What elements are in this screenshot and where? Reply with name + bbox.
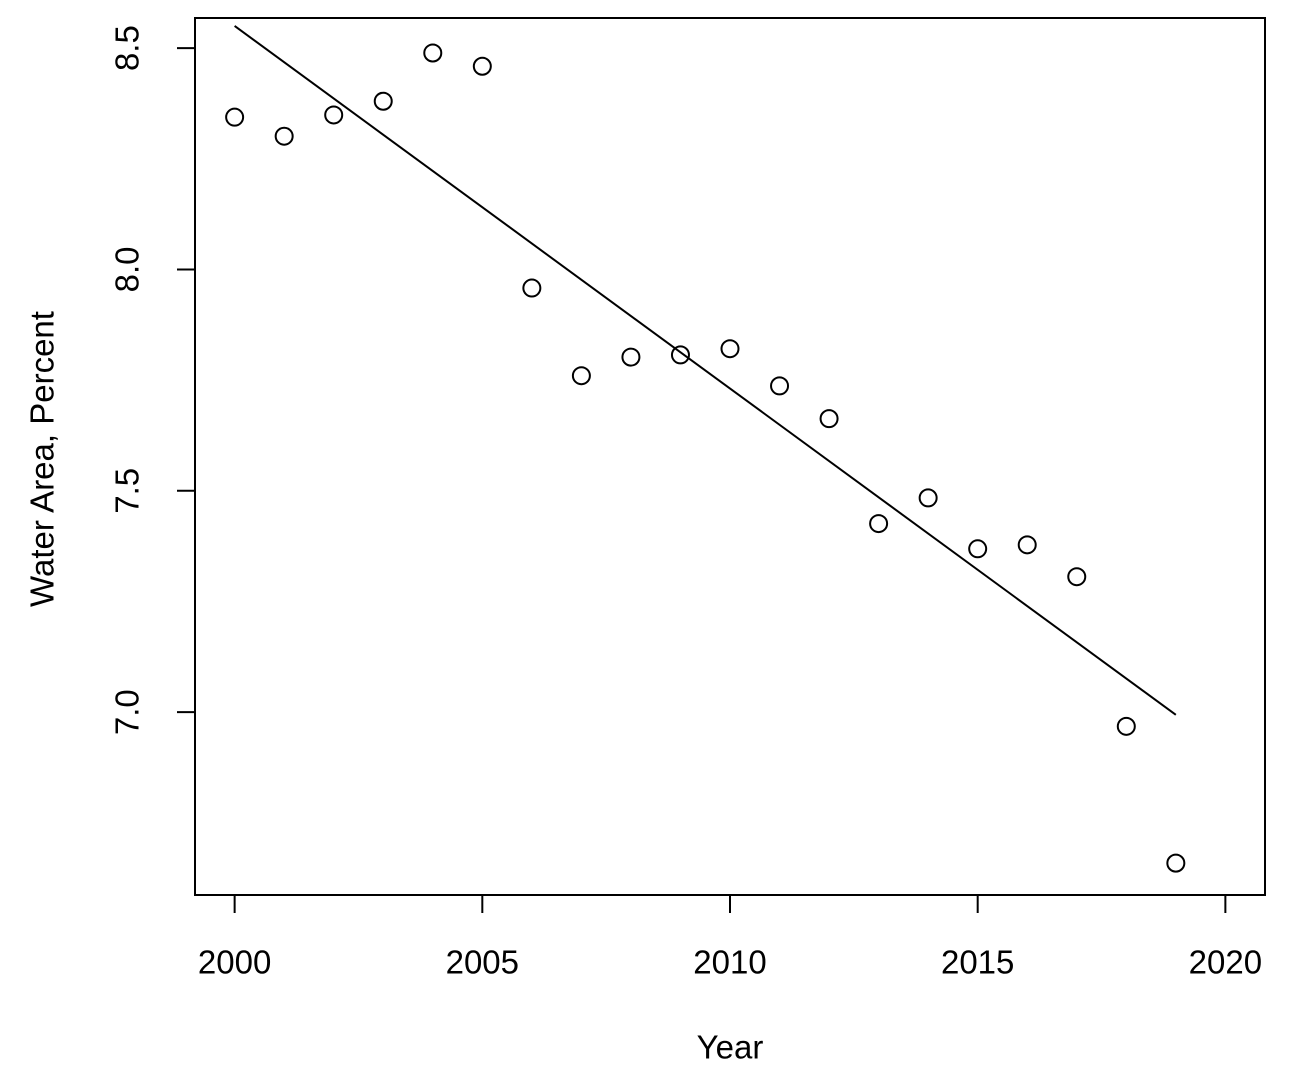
- x-axis-label: Year: [697, 1029, 764, 1066]
- x-tick-label: 2005: [446, 944, 519, 981]
- data-point: [274, 126, 294, 146]
- y-tick-label: 7.0: [109, 689, 146, 735]
- data-point: [225, 107, 245, 127]
- data-point: [968, 539, 988, 559]
- y-tick-label: 7.5: [109, 468, 146, 514]
- data-point: [869, 514, 889, 534]
- data-point: [670, 345, 690, 365]
- data-point: [819, 409, 839, 429]
- trend-line: [234, 25, 1177, 716]
- data-point: [522, 278, 542, 298]
- y-tick-label: 8.0: [109, 247, 146, 293]
- data-point: [1166, 853, 1186, 873]
- y-axis-label: Water Area, Percent: [24, 311, 61, 607]
- x-tick-label: 2020: [1189, 944, 1262, 981]
- data-point: [324, 105, 344, 125]
- x-tick-label: 2000: [198, 944, 271, 981]
- data-point: [918, 488, 938, 508]
- data-point: [373, 91, 393, 111]
- data-point: [423, 43, 443, 63]
- data-point: [1116, 716, 1136, 736]
- data-point: [770, 376, 790, 396]
- plot-box: [194, 17, 1266, 896]
- data-point: [571, 366, 591, 386]
- y-tick-label: 8.5: [109, 25, 146, 71]
- data-point: [472, 56, 492, 76]
- data-point: [720, 339, 740, 359]
- data-point: [621, 347, 641, 367]
- data-point: [1067, 567, 1087, 587]
- x-tick-label: 2010: [693, 944, 766, 981]
- data-point: [1017, 535, 1037, 555]
- x-tick-label: 2015: [941, 944, 1014, 981]
